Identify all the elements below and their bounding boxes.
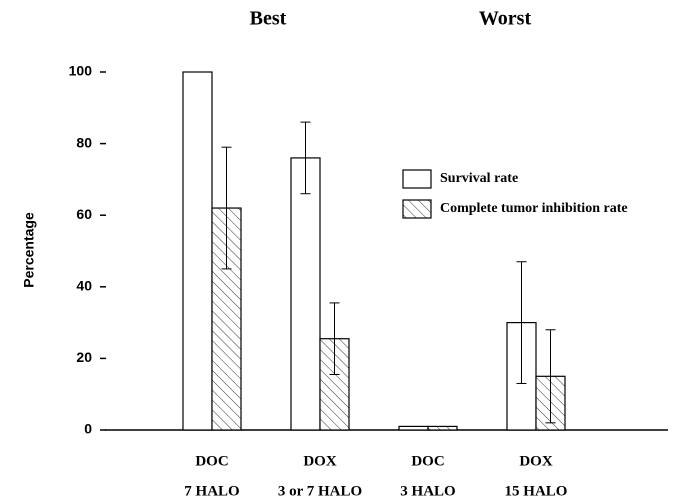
bar [398,425,429,431]
y-tick-label: 20 [76,349,92,365]
bar [319,338,350,431]
y-axis-label: Percentage [21,212,37,288]
bar [290,157,321,431]
y-tick-label: 60 [76,206,92,222]
legend-label: Survival rate [440,171,518,186]
x-tick-label: 3 HALO [400,483,455,499]
x-tick-label: DOX [303,453,337,469]
y-tick-label: 40 [76,278,92,294]
bar [182,71,213,431]
group-label: Best [250,8,287,30]
legend-label: Complete tumor inhibition rate [440,201,628,216]
y-tick-label: 0 [84,421,92,437]
group-label: Worst [479,8,532,30]
x-tick-label: DOC [411,453,444,469]
x-tick-label: 15 HALO [505,483,568,499]
x-tick-label: DOX [519,453,553,469]
legend-swatch [402,199,432,219]
y-tick-label: 100 [69,63,93,79]
bar [427,425,458,431]
legend-swatch [402,169,432,189]
x-tick-label: DOC [195,453,228,469]
x-tick-label: 3 or 7 HALO [278,483,362,499]
x-tick-label: 7 HALO [184,483,239,499]
y-tick-label: 80 [76,134,92,150]
